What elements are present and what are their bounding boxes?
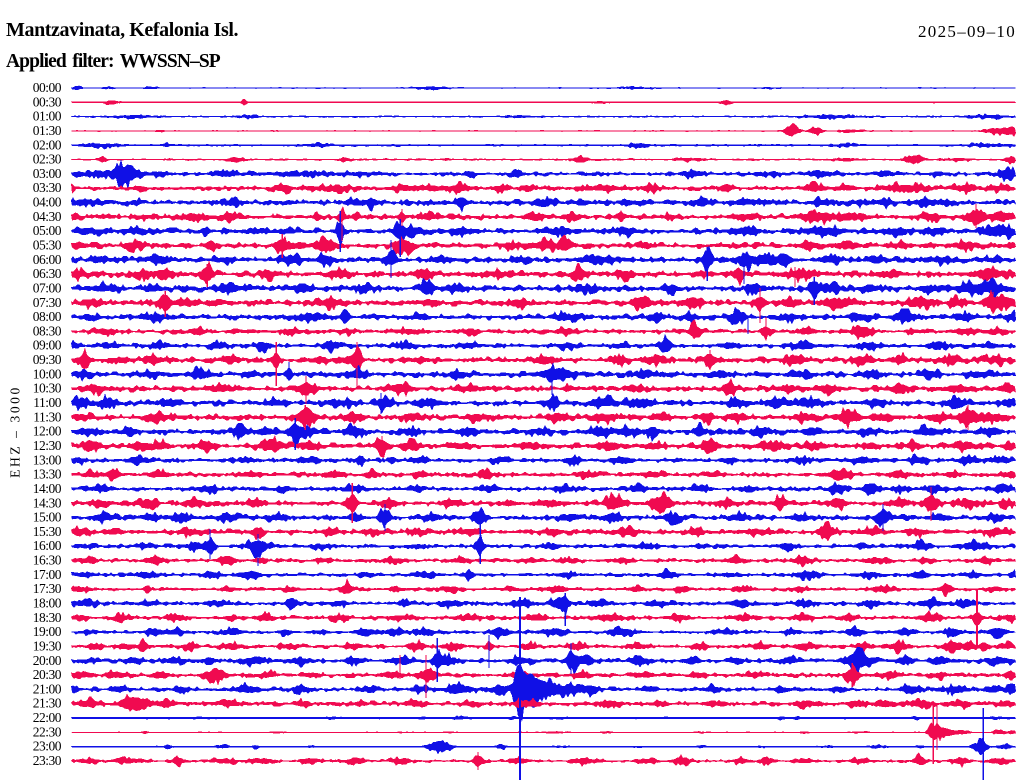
svg-text:08:30: 08:30 xyxy=(33,323,62,338)
svg-text:03:30: 03:30 xyxy=(33,180,62,195)
svg-text:22:00: 22:00 xyxy=(33,710,62,725)
svg-text:17:30: 17:30 xyxy=(33,581,62,596)
svg-text:03:00: 03:00 xyxy=(33,166,62,181)
svg-text:05:00: 05:00 xyxy=(33,223,62,238)
svg-text:18:00: 18:00 xyxy=(33,596,62,611)
svg-text:15:30: 15:30 xyxy=(33,524,62,539)
svg-text:21:00: 21:00 xyxy=(33,681,62,696)
svg-text:12:00: 12:00 xyxy=(33,424,62,439)
svg-text:16:30: 16:30 xyxy=(33,553,62,568)
svg-text:09:30: 09:30 xyxy=(33,352,62,367)
svg-text:06:30: 06:30 xyxy=(33,266,62,281)
svg-text:08:00: 08:00 xyxy=(33,309,62,324)
svg-text:01:00: 01:00 xyxy=(33,109,62,124)
svg-text:2025–09–10: 2025–09–10 xyxy=(918,22,1016,41)
svg-text:00:30: 00:30 xyxy=(33,94,62,109)
svg-text:07:30: 07:30 xyxy=(33,295,62,310)
svg-text:14:30: 14:30 xyxy=(33,495,62,510)
svg-text:02:30: 02:30 xyxy=(33,152,62,167)
svg-text:Mantzavinata, Kefalonia Isl.: Mantzavinata, Kefalonia Isl. xyxy=(6,19,239,41)
svg-text:02:00: 02:00 xyxy=(33,137,62,152)
svg-text:09:00: 09:00 xyxy=(33,338,62,353)
svg-text:21:30: 21:30 xyxy=(33,696,62,711)
svg-text:23:30: 23:30 xyxy=(33,753,62,768)
svg-text:13:30: 13:30 xyxy=(33,467,62,482)
svg-text:19:00: 19:00 xyxy=(33,624,62,639)
svg-text:14:00: 14:00 xyxy=(33,481,62,496)
svg-text:00:00: 00:00 xyxy=(33,80,62,95)
svg-text:10:00: 10:00 xyxy=(33,366,62,381)
svg-text:13:00: 13:00 xyxy=(33,452,62,467)
svg-text:EHZ – 3000: EHZ – 3000 xyxy=(8,385,23,478)
svg-text:19:30: 19:30 xyxy=(33,638,62,653)
svg-text:12:30: 12:30 xyxy=(33,438,62,453)
svg-text:06:00: 06:00 xyxy=(33,252,62,267)
svg-text:04:00: 04:00 xyxy=(33,195,62,210)
svg-text:16:00: 16:00 xyxy=(33,538,62,553)
svg-text:17:00: 17:00 xyxy=(33,567,62,582)
svg-text:11:30: 11:30 xyxy=(33,409,61,424)
svg-text:22:30: 22:30 xyxy=(33,724,62,739)
svg-text:07:00: 07:00 xyxy=(33,281,62,296)
svg-text:11:00: 11:00 xyxy=(33,395,61,410)
svg-text:04:30: 04:30 xyxy=(33,209,62,224)
svg-text:20:30: 20:30 xyxy=(33,667,62,682)
svg-text:05:30: 05:30 xyxy=(33,238,62,253)
svg-text:01:30: 01:30 xyxy=(33,123,62,138)
svg-text:23:00: 23:00 xyxy=(33,739,62,754)
svg-text:20:00: 20:00 xyxy=(33,653,62,668)
svg-text:10:30: 10:30 xyxy=(33,381,62,396)
svg-text:Applied filter: WWSSN–SP: Applied filter: WWSSN–SP xyxy=(6,51,221,72)
svg-text:18:30: 18:30 xyxy=(33,610,62,625)
svg-text:15:00: 15:00 xyxy=(33,510,62,525)
